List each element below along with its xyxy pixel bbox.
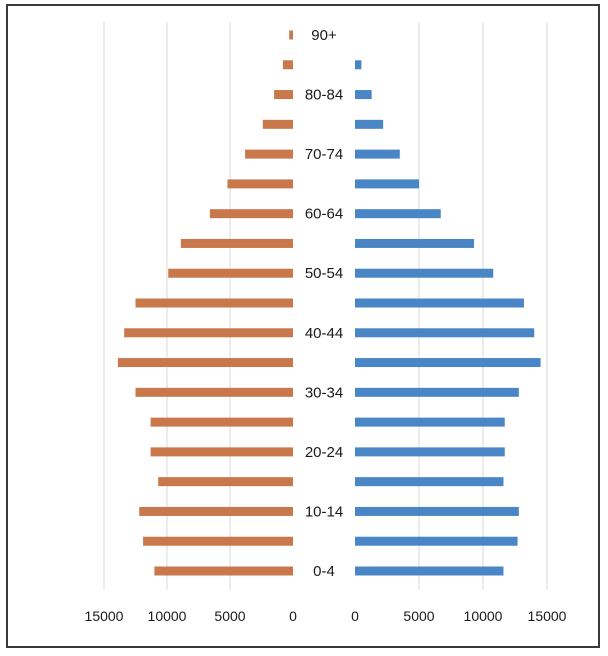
bar-left-75-79 [262,119,293,129]
bar-left-65-69 [227,179,293,189]
bar-right-10-14 [355,506,519,516]
bar-left-30-34 [135,387,293,397]
bar-right-15-19 [355,477,504,487]
bar-right-0-4 [355,566,504,576]
bar-right-35-39 [355,358,541,368]
bar-right-65-69 [355,179,419,189]
bar-left-15-19 [158,477,293,487]
bar-left-25-29 [150,417,293,427]
tick-label-right: 10000 [464,608,503,624]
bar-right-20-24 [355,447,505,457]
tick-label-left: 5000 [214,608,245,624]
age-label-80-84: 80-84 [305,87,343,104]
bar-left-60-64 [209,209,293,219]
bar-right-80-84 [355,90,372,100]
tick-label-left: 0 [289,608,297,624]
bar-right-75-79 [355,119,384,129]
bar-left-40-44 [124,328,293,338]
bar-left-20-24 [150,447,293,457]
age-label-50-54: 50-54 [305,265,343,282]
bar-left-55-59 [180,238,293,248]
bar-left-35-39 [117,358,293,368]
bar-left-5-9 [143,536,293,546]
bar-right-55-59 [355,238,475,248]
bar-right-40-44 [355,328,535,338]
bar-right-70-74 [355,149,400,159]
bar-left-50-54 [168,268,293,278]
bar-right-30-34 [355,387,519,397]
bar-left-80-84 [274,90,293,100]
bar-right-60-64 [355,209,441,219]
bar-left-90+ [289,30,293,40]
bar-left-0-4 [154,566,293,576]
tick-label-right: 15000 [528,608,567,624]
bar-right-45-49 [355,298,524,308]
age-label-40-44: 40-44 [305,325,343,342]
tick-label-left: 10000 [148,608,187,624]
bar-right-25-29 [355,417,505,427]
bar-left-85-89 [282,60,293,70]
bar-left-45-49 [135,298,293,308]
tick-label-right: 5000 [403,608,434,624]
bar-left-10-14 [139,506,293,516]
age-label-20-24: 20-24 [305,444,343,461]
age-label-30-34: 30-34 [305,384,343,401]
age-label-70-74: 70-74 [305,146,343,163]
age-label-0-4: 0-4 [313,563,335,580]
bar-right-50-54 [355,268,494,278]
age-label-10-14: 10-14 [305,503,343,520]
age-label-90+: 90+ [311,27,337,44]
age-label-60-64: 60-64 [305,206,343,223]
bar-right-85-89 [355,60,362,70]
bar-right-5-9 [355,536,518,546]
tick-label-left: 15000 [85,608,124,624]
tick-label-right: 0 [351,608,359,624]
bar-left-70-74 [245,149,293,159]
